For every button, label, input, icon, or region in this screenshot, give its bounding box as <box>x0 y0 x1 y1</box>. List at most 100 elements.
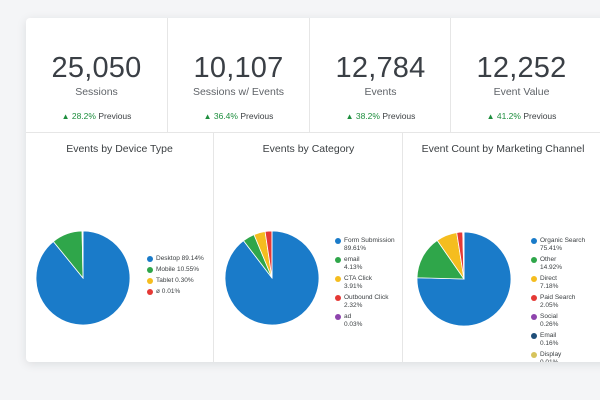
kpi-row: 25,050 Sessions ▲ 28.2% Previous 10,107 … <box>26 18 600 133</box>
kpi-delta-suffix: Previous <box>382 111 416 121</box>
legend-item-ad[interactable]: ad 0.03% <box>335 313 395 329</box>
legend-label: Paid Search <box>540 294 576 301</box>
legend-label: Form Submission <box>344 237 395 244</box>
chart-panel-marketing-channel: Event Count by Marketing Channel Organic… <box>402 133 600 362</box>
legend-dot <box>147 278 153 284</box>
legend-label: Tablet <box>156 277 174 284</box>
legend-value: 2.05% <box>540 302 559 309</box>
kpi-value: 12,252 <box>476 52 567 84</box>
chart-panel-device-type: Events by Device Type Desktop 89.14% Mobi… <box>26 133 213 362</box>
kpi-label: Sessions w/ Events <box>192 86 285 98</box>
legend-item-organic-search[interactable]: Organic Search 75.41% <box>531 237 585 253</box>
legend-dot <box>335 238 341 244</box>
legend-value: 0.26% <box>540 321 559 328</box>
kpi-delta: ▲ 38.2% Previous <box>310 111 451 121</box>
legend-item-tablet[interactable]: Tablet 0.30% <box>147 277 204 285</box>
legend-item-other[interactable]: ø 0.01% <box>147 288 204 296</box>
legend-dot <box>531 352 537 358</box>
kpi-delta-pct: 36.4% <box>213 111 238 121</box>
kpi-label: Sessions <box>75 86 118 98</box>
legend-dot <box>147 289 153 295</box>
chart-title: Events by Category <box>262 143 355 155</box>
legend-value: 0.01% <box>161 288 181 295</box>
kpi-events[interactable]: 12,784 Events ▲ 38.2% Previous <box>309 18 451 132</box>
legend-dot <box>531 295 537 301</box>
legend-value: 0.03% <box>344 321 363 328</box>
legend-value: 10.55% <box>176 266 200 273</box>
pie-chart-category <box>224 230 320 326</box>
legend-label: Mobile <box>156 266 176 273</box>
legend-label: Desktop <box>156 255 180 262</box>
legend-label: CTA Click <box>344 275 373 282</box>
legend-dot <box>531 257 537 263</box>
legend-label: email <box>344 256 360 263</box>
kpi-label: Events <box>364 86 397 98</box>
legend-label: Outbound Click <box>344 294 389 301</box>
legend-item-email[interactable]: email 4.13% <box>335 256 395 272</box>
legend-dot <box>531 314 537 320</box>
chart-legend: Form Submission 89.61% email 4.13% CTA Click… <box>335 237 395 332</box>
up-arrow-icon: ▲ <box>61 112 70 121</box>
legend-label: Other <box>540 256 557 263</box>
kpi-sessions-with-events[interactable]: 10,107 Sessions w/ Events ▲ 36.4% Previo… <box>167 18 309 132</box>
chart-panel-category: Events by Category Form Submission 89.61%… <box>213 133 403 362</box>
legend-item-outbound-click[interactable]: Outbound Click 2.32% <box>335 294 395 310</box>
chart-legend: Organic Search 75.41% Other 14.92% Direct 7.1… <box>531 237 585 362</box>
legend-dot <box>335 314 341 320</box>
kpi-delta-suffix: Previous <box>98 111 132 121</box>
legend-item-mobile[interactable]: Mobile 10.55% <box>147 266 204 274</box>
kpi-delta: ▲ 41.2% Previous <box>451 111 592 121</box>
kpi-delta: ▲ 36.4% Previous <box>168 111 309 121</box>
kpi-delta-suffix: Previous <box>523 111 557 121</box>
legend-value: 75.41% <box>540 245 563 252</box>
legend-item-paid-search[interactable]: Paid Search 2.05% <box>531 294 585 310</box>
chart-title: Events by Device Type <box>66 143 173 155</box>
legend-value: 89.14% <box>181 255 204 262</box>
kpi-delta-pct: 28.2% <box>71 111 96 121</box>
chart-title: Event Count by Marketing Channel <box>421 143 585 155</box>
legend-item-display[interactable]: Display0.01% <box>531 351 585 362</box>
kpi-value: 25,050 <box>51 52 142 84</box>
chart-legend: Desktop 89.14% Mobile 10.55% Tablet 0.30% ø… <box>147 255 204 299</box>
kpi-delta: ▲ 28.2% Previous <box>26 111 167 121</box>
pie-chart-device-type <box>35 230 131 326</box>
kpi-delta-pct: 38.2% <box>355 111 380 121</box>
legend-dot <box>531 333 537 339</box>
legend-dot <box>335 295 341 301</box>
legend-value: 0.01% <box>540 359 558 362</box>
legend-dot <box>335 276 341 282</box>
pie-chart-marketing-channel <box>416 231 512 327</box>
legend-item-direct[interactable]: Direct 7.18% <box>531 275 585 291</box>
legend-label: Social <box>540 313 558 320</box>
legend-dot <box>147 267 153 273</box>
kpi-label: Event Value <box>493 86 550 98</box>
legend-dot <box>335 257 341 263</box>
kpi-delta-suffix: Previous <box>240 111 274 121</box>
up-arrow-icon: ▲ <box>486 112 495 121</box>
legend-label: ø <box>156 288 160 295</box>
up-arrow-icon: ▲ <box>345 112 354 121</box>
legend-label: Direct <box>540 275 557 282</box>
legend-value: 2.32% <box>344 302 363 309</box>
legend-dot <box>531 276 537 282</box>
legend-item-email[interactable]: Email 0.16% <box>531 332 585 348</box>
legend-value: 0.16% <box>540 340 559 347</box>
legend-label: ad <box>344 313 352 320</box>
legend-value: 89.61% <box>344 245 367 252</box>
kpi-sessions[interactable]: 25,050 Sessions ▲ 28.2% Previous <box>26 18 167 132</box>
legend-label: Email <box>540 332 557 339</box>
kpi-value: 12,784 <box>335 52 426 84</box>
dashboard-card: 25,050 Sessions ▲ 28.2% Previous 10,107 … <box>26 18 600 362</box>
legend-item-other[interactable]: Other 14.92% <box>531 256 585 272</box>
legend-item-social[interactable]: Social 0.26% <box>531 313 585 329</box>
up-arrow-icon: ▲ <box>203 112 212 121</box>
legend-label: Organic Search <box>540 237 586 244</box>
legend-item-cta-click[interactable]: CTA Click 3.91% <box>335 275 395 291</box>
kpi-event-value[interactable]: 12,252 Event Value ▲ 41.2% Previous <box>450 18 600 132</box>
legend-value: 3.91% <box>344 283 363 290</box>
legend-item-desktop[interactable]: Desktop 89.14% <box>147 255 204 263</box>
legend-item-form-submission[interactable]: Form Submission 89.61% <box>335 237 395 253</box>
legend-label: Display <box>540 351 562 358</box>
legend-value: 7.18% <box>540 283 559 290</box>
kpi-value: 10,107 <box>193 52 284 84</box>
